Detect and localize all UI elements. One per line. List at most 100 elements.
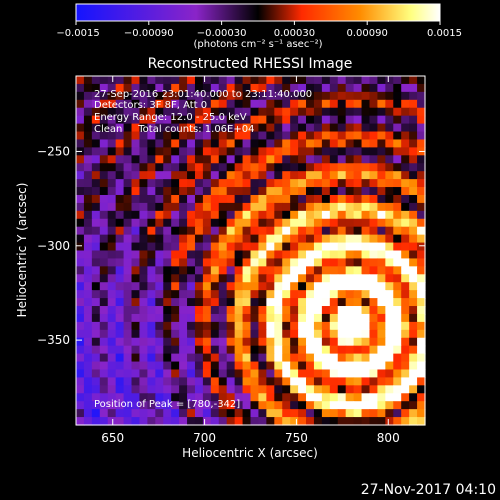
heatmap-cell [409, 298, 418, 307]
heatmap-cell [187, 242, 196, 252]
heatmap-cell [369, 123, 379, 133]
heatmap-cell [242, 298, 252, 307]
heatmap-cell [123, 401, 133, 410]
heatmap-cell [361, 290, 371, 299]
heatmap-cell [385, 107, 394, 117]
heatmap-cell [377, 91, 386, 101]
heatmap-cell [123, 353, 133, 363]
heatmap-cell [266, 321, 275, 331]
heatmap-cell [377, 139, 386, 148]
heatmap-cell [353, 155, 363, 164]
heatmap-cell [393, 123, 402, 133]
heatmap-cell [337, 187, 347, 196]
heatmap-cell [353, 234, 363, 244]
heatmap-cell [99, 234, 109, 244]
heatmap-cell [377, 313, 386, 323]
heatmap-cell [385, 210, 394, 220]
heatmap-cell [401, 409, 410, 418]
heatmap-cell [337, 163, 347, 172]
heatmap-cell [179, 282, 188, 291]
heatmap-cell [234, 226, 244, 236]
heatmap-cell [91, 202, 101, 212]
heatmap-cell [377, 234, 386, 244]
heatmap-cell [313, 266, 323, 275]
heatmap-cell [234, 337, 244, 347]
heatmap-cell [226, 369, 236, 379]
heatmap-cell [163, 385, 172, 394]
heatmap-cell [393, 171, 402, 180]
heatmap-cell [417, 377, 426, 386]
heatmap-cell [139, 115, 148, 125]
heatmap-cell [369, 234, 379, 244]
heatmap-cell [250, 409, 260, 418]
heatmap-cell [266, 393, 275, 402]
heatmap-cell [123, 409, 133, 418]
heatmap-cell [99, 266, 109, 275]
heatmap-cell [107, 131, 117, 141]
colorbar-tick-label: 0.00090 [347, 28, 388, 39]
heatmap-cell [274, 337, 283, 347]
heatmap-cell [187, 131, 196, 141]
heatmap-cell [250, 99, 260, 109]
heatmap-cell [155, 337, 164, 347]
heatmap-cell [226, 258, 236, 267]
heatmap-cell [131, 139, 141, 148]
heatmap-cell [115, 306, 125, 315]
heatmap-cell [337, 298, 347, 307]
heatmap-cell [226, 83, 236, 93]
heatmap-cell [115, 250, 125, 260]
heatmap-cell [171, 115, 180, 125]
heatmap-cell [369, 91, 379, 101]
heatmap-cell [147, 298, 156, 307]
heatmap-cell [179, 369, 188, 379]
heatmap-cell [274, 226, 283, 236]
heatmap-cell [385, 99, 394, 109]
heatmap-cell [353, 250, 363, 260]
heatmap-cell [179, 250, 188, 260]
heatmap-cell [155, 242, 164, 252]
heatmap-cell [187, 187, 196, 196]
heatmap-cell [171, 123, 180, 133]
heatmap-cell [76, 226, 85, 236]
heatmap-cell [155, 155, 164, 164]
heatmap-cell [179, 234, 188, 244]
heatmap-cell [139, 91, 148, 101]
heatmap-cell [171, 337, 180, 347]
heatmap-cell [266, 194, 275, 204]
heatmap-cell [306, 290, 315, 299]
heatmap-cell [353, 290, 363, 299]
heatmap-cell [258, 290, 267, 299]
heatmap-cell [282, 226, 291, 236]
heatmap-cell [329, 385, 339, 394]
heatmap-cell [417, 313, 426, 323]
heatmap-cell [242, 171, 252, 180]
heatmap-cell [377, 171, 386, 180]
heatmap-cell [123, 321, 133, 331]
heatmap-cell [147, 187, 156, 196]
heatmap-cell [99, 306, 109, 315]
heatmap-cell [242, 218, 252, 228]
heatmap-cell [242, 179, 252, 188]
heatmap-cell [369, 139, 379, 148]
heatmap-cell [298, 210, 307, 220]
heatmap-cell [234, 139, 244, 148]
heatmap-cell [345, 99, 355, 109]
heatmap-cell [76, 123, 85, 133]
heatmap-cell [171, 306, 180, 315]
heatmap-cell [385, 171, 394, 180]
heatmap-cell [290, 290, 299, 299]
heatmap-cell [202, 202, 212, 212]
heatmap-cell [417, 194, 426, 204]
heatmap-cell [99, 91, 109, 101]
heatmap-cell [210, 194, 220, 204]
heatmap-cell [91, 377, 101, 386]
heatmap-cell [306, 218, 315, 228]
heatmap-cell [258, 345, 267, 355]
heatmap-cell [210, 369, 220, 379]
heatmap-cell [353, 337, 363, 347]
heatmap-cell [194, 179, 204, 188]
heatmap-cell [290, 234, 299, 244]
heatmap-cell [131, 401, 141, 410]
heatmap-cell [313, 187, 323, 196]
heatmap-cell [107, 179, 117, 188]
